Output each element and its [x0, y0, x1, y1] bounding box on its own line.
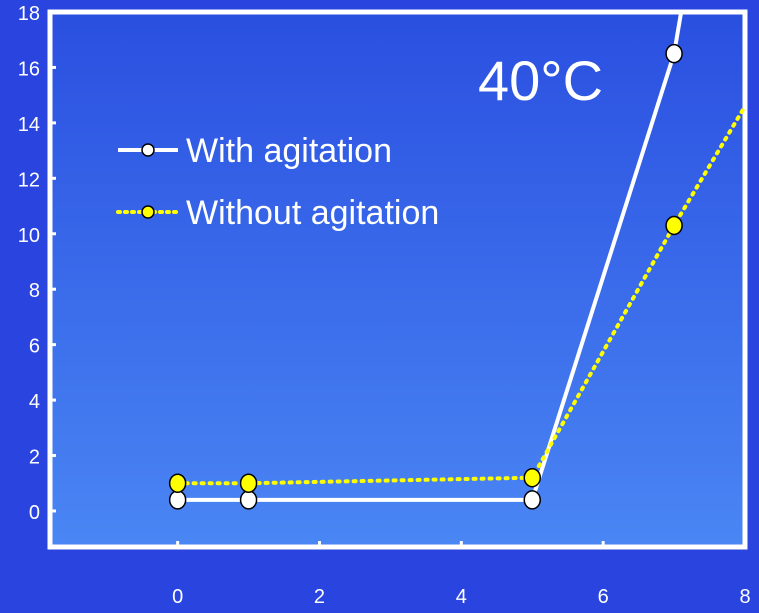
- series-1-point: [665, 43, 683, 64]
- x-tick-label: 4: [456, 586, 467, 608]
- legend-marker-2: [141, 205, 155, 219]
- y-tick-label: 14: [18, 114, 40, 136]
- series-1-point: [168, 490, 187, 510]
- x-tick-label: 0: [172, 586, 183, 608]
- series-2-point: [665, 215, 683, 236]
- y-tick-label: 4: [29, 391, 40, 413]
- legend-label-2: Without agitation: [186, 194, 439, 232]
- x-tick-label: 8: [739, 586, 750, 608]
- y-tick-label: 2: [29, 447, 40, 469]
- plot-area: [47, 9, 748, 550]
- x-tick-label: 2: [314, 586, 325, 608]
- temperature-annotation: 40°C: [478, 49, 603, 112]
- legend: With agitation Without agitation: [116, 132, 439, 232]
- series-2-point: [239, 473, 258, 493]
- y-tick-label: 8: [29, 280, 40, 302]
- series-1-point: [523, 490, 541, 510]
- series-2-point: [523, 467, 541, 488]
- legend-marker-1: [141, 143, 155, 157]
- y-tick-label: 0: [29, 502, 40, 524]
- y-tick-label: 10: [18, 225, 40, 247]
- y-tick-label: 6: [29, 336, 40, 358]
- x-tick-label: 6: [598, 586, 609, 608]
- y-tick-label: 12: [18, 169, 40, 191]
- y-tick-label: 16: [18, 58, 40, 80]
- y-tick-label: 18: [18, 3, 40, 25]
- series-2-point: [168, 473, 187, 493]
- legend-label-1: With agitation: [186, 132, 392, 170]
- series-1-point: [239, 490, 258, 510]
